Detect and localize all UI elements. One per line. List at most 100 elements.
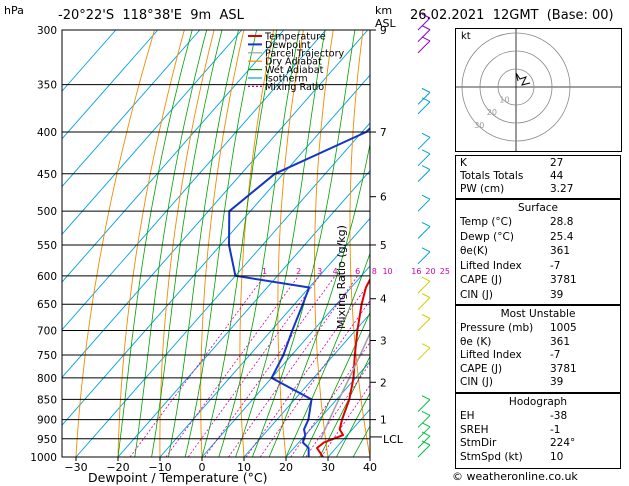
wind-barb-flag bbox=[421, 97, 431, 103]
km-tick-label: 7 bbox=[380, 127, 387, 139]
wind-barb-flag bbox=[421, 132, 431, 138]
pressure-tick-label: 400 bbox=[37, 127, 57, 139]
index-row: Dewp (°C) 25.4 bbox=[460, 231, 616, 244]
isotherm-line bbox=[117, 169, 370, 457]
x-tick-label: 40 bbox=[363, 461, 377, 474]
mixing-ratio-label: 6 bbox=[355, 267, 360, 276]
wind-barb bbox=[417, 101, 431, 115]
index-name: Pressure (mb) bbox=[460, 322, 534, 334]
index-row: θe(K) 361 bbox=[460, 245, 616, 258]
index-name: CIN (J) bbox=[460, 288, 493, 301]
index-name: θe (K) bbox=[460, 335, 492, 348]
hodo-ring bbox=[479, 50, 553, 124]
index-row: Lifted Index -7 bbox=[460, 349, 616, 362]
index-row: PW (cm) 3.27 bbox=[460, 183, 616, 196]
index-value: 10 bbox=[550, 450, 564, 463]
lcl-label: LCL bbox=[383, 433, 403, 446]
index-name: CAPE (J) bbox=[460, 362, 503, 375]
isotherm-line bbox=[243, 313, 370, 457]
mixing-ratio-line bbox=[320, 384, 370, 457]
wind-barb bbox=[417, 415, 431, 428]
pressure-tick-label: 650 bbox=[37, 299, 57, 311]
wind-barb bbox=[417, 169, 431, 182]
wet-adiabat-line bbox=[285, 252, 370, 457]
hodograph-panel: kt 10 20 30 bbox=[455, 28, 622, 152]
mixing-ratio-label: 20 bbox=[425, 267, 435, 276]
wind-barb-flag bbox=[421, 293, 431, 299]
wind-barb bbox=[417, 251, 431, 265]
index-name: Totals Totals bbox=[460, 170, 524, 182]
index-row: Totals Totals 44 bbox=[460, 170, 616, 183]
index-row: θe (K) 361 bbox=[460, 336, 616, 349]
wet-adiabat-line bbox=[336, 392, 370, 457]
index-name: Dewp (°C) bbox=[460, 230, 514, 243]
indices-panel: K 27 Totals Totals 44 PW (cm) 3.27 Surface Tem… bbox=[455, 155, 621, 469]
wind-barb-flag bbox=[421, 13, 431, 19]
wind-barb-flag bbox=[421, 87, 431, 93]
km-tick-label: 9 bbox=[380, 25, 387, 37]
wind-barb bbox=[417, 226, 431, 239]
isotherm-line bbox=[62, 30, 369, 379]
pressure-tick-label: 350 bbox=[37, 80, 57, 92]
index-row: Lifted Index -7 bbox=[460, 260, 616, 273]
x-tick-label: 20 bbox=[279, 461, 293, 474]
legend-label: Parcel Trajectory bbox=[265, 48, 345, 59]
mixing-ratio-label: 2 bbox=[296, 267, 301, 276]
index-row: CIN (J) 39 bbox=[460, 376, 616, 389]
index-row: EH -38 bbox=[460, 410, 616, 423]
index-row: CAPE (J) 3781 bbox=[460, 274, 616, 287]
wind-barb-flag bbox=[421, 247, 431, 253]
location-title: -20°22'S 118°38'E 9m ASL bbox=[58, 8, 244, 23]
isotherm-line bbox=[75, 122, 370, 457]
index-row: K 27 bbox=[460, 157, 616, 170]
wind-barb-flag bbox=[421, 36, 431, 42]
index-value: -7 bbox=[550, 259, 561, 272]
x-tick-label: 0 bbox=[199, 461, 206, 474]
km-tick-label: 4 bbox=[380, 294, 387, 306]
legend-label: Dewpoint bbox=[265, 40, 311, 51]
index-value: -1 bbox=[550, 423, 561, 436]
mixing-ratio-label: 16 bbox=[411, 267, 421, 276]
index-value: 361 bbox=[550, 335, 571, 348]
wet-adiabat-line bbox=[268, 142, 370, 457]
wind-barb-flag bbox=[421, 343, 431, 349]
wind-barb bbox=[417, 136, 431, 150]
wind-barb-flag bbox=[421, 276, 431, 282]
wet-adiabat-line bbox=[201, 30, 278, 457]
wind-barb bbox=[417, 297, 431, 310]
hodograph-unit-label: kt bbox=[461, 31, 471, 42]
km-tick-label: 1 bbox=[380, 415, 387, 427]
pressure-tick-label: 1000 bbox=[30, 452, 57, 464]
x-tick-label: 10 bbox=[237, 461, 251, 474]
km-tick-label: 3 bbox=[380, 335, 387, 347]
index-section-title: Hodograph bbox=[508, 396, 568, 408]
km-tick-label: 5 bbox=[380, 240, 387, 252]
hodo-ring bbox=[497, 68, 535, 106]
mixing-ratio-line bbox=[305, 362, 370, 457]
wind-barb bbox=[417, 40, 431, 54]
mixing-ratio-label: 4 bbox=[333, 267, 338, 276]
index-value: 3781 bbox=[550, 274, 577, 286]
index-name: θe(K) bbox=[460, 245, 488, 257]
wet-adiabat-line bbox=[302, 311, 370, 457]
wind-barb-flag bbox=[421, 314, 431, 319]
mixing-ratio-label: 1 bbox=[262, 267, 267, 276]
isotherm-line bbox=[62, 30, 285, 283]
wind-barb-flag bbox=[421, 395, 431, 401]
pressure-tick-label: 850 bbox=[37, 394, 57, 406]
indices-top-box: K 27 Totals Totals 44 PW (cm) 3.27 bbox=[455, 155, 621, 199]
wind-barb-flag bbox=[421, 422, 431, 428]
x-tick-label: −10 bbox=[148, 461, 171, 474]
index-name: SREH bbox=[460, 423, 489, 436]
index-row: Pressure (mb) 1005 bbox=[460, 322, 616, 335]
wind-barb bbox=[417, 153, 431, 167]
index-row: StmSpd (kt) 10 bbox=[460, 451, 616, 464]
hodo-trace bbox=[515, 72, 531, 86]
index-value: 3.27 bbox=[550, 183, 574, 195]
index-row: CIN (J) 39 bbox=[460, 289, 616, 302]
x-tick-label: −30 bbox=[64, 461, 87, 474]
wet-adiabat-line bbox=[117, 30, 193, 457]
mixing-ratio-label: 8 bbox=[372, 267, 377, 276]
hodo-ring-label: 10 bbox=[499, 96, 509, 105]
index-name: Temp (°C) bbox=[460, 216, 513, 228]
